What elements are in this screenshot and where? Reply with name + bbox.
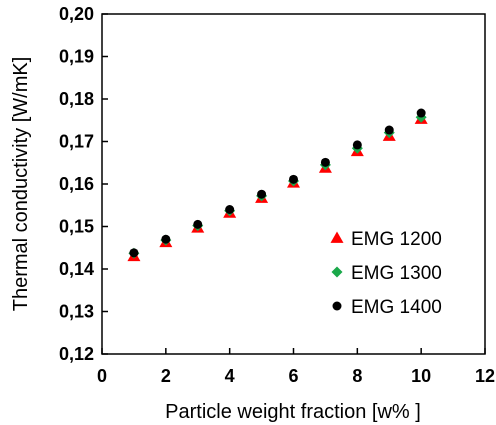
x-tick-label: 8 xyxy=(352,366,362,386)
data-point-circle xyxy=(225,205,235,214)
data-point-circle xyxy=(161,234,171,244)
data-point-circle xyxy=(289,174,298,184)
x-axis-title: Particle weight fraction [w% ] xyxy=(165,401,421,423)
y-tick-label: 0,15 xyxy=(59,217,94,237)
data-marks xyxy=(127,108,428,262)
y-tick-label: 0,13 xyxy=(59,302,94,322)
y-tick-label: 0,17 xyxy=(59,132,94,152)
data-point-circle xyxy=(416,108,426,118)
x-tick-label: 12 xyxy=(475,366,495,386)
y-tick-label: 0,20 xyxy=(59,4,94,24)
data-point-circle xyxy=(352,140,362,150)
y-tick-label: 0,19 xyxy=(59,47,94,67)
legend-label: EMG 1300 xyxy=(351,263,442,284)
x-tick-label: 2 xyxy=(161,366,171,386)
y-tick-label: 0,16 xyxy=(59,174,94,194)
y-axis-ticks: 0,12 0,13 0,14 0,15 0,16 0,17 0,18 0,19 0,20 xyxy=(59,4,108,364)
legend: EMG 1200 EMG 1300 EMG 1400 xyxy=(330,229,442,318)
legend-label: EMG 1400 xyxy=(351,297,442,318)
series-circle xyxy=(129,108,426,258)
legend-marker-circle xyxy=(332,301,342,311)
data-point-circle xyxy=(320,157,330,167)
data-point-circle xyxy=(129,248,139,258)
plot-area: 0,12 0,13 0,14 0,15 0,16 0,17 0,18 0,19 0,20 0 2 4… xyxy=(59,4,495,386)
data-point-circle xyxy=(384,125,394,135)
legend-marker-triangle xyxy=(330,231,344,243)
legend-marker-diamond xyxy=(331,266,343,278)
x-tick-label: 10 xyxy=(411,366,431,386)
data-point-circle xyxy=(193,219,203,229)
y-tick-label: 0,18 xyxy=(59,89,94,109)
x-tick-label: 6 xyxy=(288,366,298,386)
x-tick-label: 4 xyxy=(225,366,235,386)
y-tick-label: 0,14 xyxy=(59,259,94,279)
y-axis-title: Thermal conductivity [W/mK] xyxy=(10,57,32,312)
legend-label: EMG 1200 xyxy=(351,229,442,250)
x-tick-label: 0 xyxy=(97,366,107,386)
data-point-circle xyxy=(257,189,267,199)
y-tick-label: 0,12 xyxy=(59,344,94,364)
x-axis-ticks: 0 2 4 6 8 10 12 xyxy=(97,348,495,386)
